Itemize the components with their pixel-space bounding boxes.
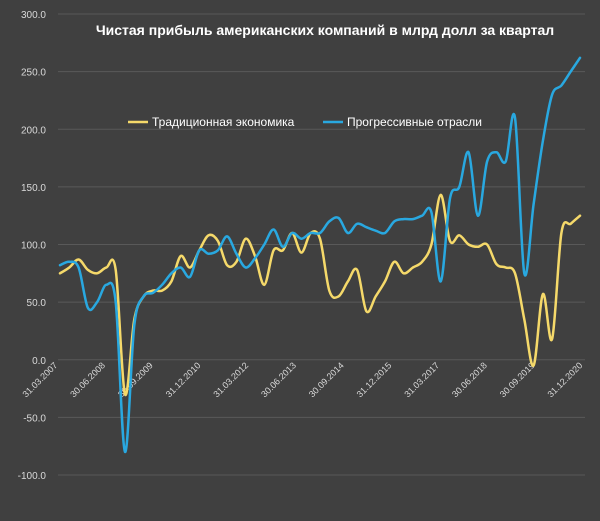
x-tick-label: 30.06.2013 bbox=[259, 360, 298, 399]
x-tick-label: 30.06.2008 bbox=[68, 360, 107, 399]
x-tick-label: 31.03.2012 bbox=[211, 360, 250, 399]
series-lines bbox=[58, 56, 582, 454]
x-tick-label: 31.12.2015 bbox=[355, 360, 394, 399]
x-tick-label: 31.12.2020 bbox=[545, 360, 584, 399]
x-tick-label: 30.09.2014 bbox=[307, 360, 346, 399]
x-axis-ticks: 31.03.2007 30.06.2008 30.09.2009 31.12.2010… bbox=[20, 360, 584, 399]
y-tick-label: 0.0 bbox=[32, 356, 46, 367]
x-tick-label: 31.03.2017 bbox=[402, 360, 441, 399]
x-tick-label: 30.09.2019 bbox=[498, 360, 537, 399]
y-tick-label: 200.0 bbox=[21, 125, 46, 136]
y-tick-label: 250.0 bbox=[21, 68, 46, 79]
y-tick-label: -50.0 bbox=[23, 413, 46, 424]
series-line-1 bbox=[58, 56, 582, 454]
y-tick-label: 50.0 bbox=[27, 298, 47, 309]
legend-label-1: Прогрессивные отрасли bbox=[347, 115, 482, 129]
legend: Традиционная экономика Прогрессивные отра… bbox=[128, 115, 482, 129]
legend-label-0: Традиционная экономика bbox=[152, 115, 295, 129]
y-tick-label: 150.0 bbox=[21, 183, 46, 194]
x-tick-label: 30.06.2018 bbox=[450, 360, 489, 399]
series-line-0 bbox=[58, 193, 582, 396]
y-axis-ticks: 300.0 250.0 200.0 150.0 100.0 50.0 0.0 -50.0 -10… bbox=[18, 10, 47, 482]
chart-title: Чистая прибыль американских компаний в м… bbox=[96, 22, 554, 38]
x-tick-label: 31.12.2010 bbox=[164, 360, 203, 399]
y-tick-label: 100.0 bbox=[21, 241, 46, 252]
y-tick-label: -100.0 bbox=[18, 471, 47, 482]
y-tick-label: 300.0 bbox=[21, 10, 46, 21]
